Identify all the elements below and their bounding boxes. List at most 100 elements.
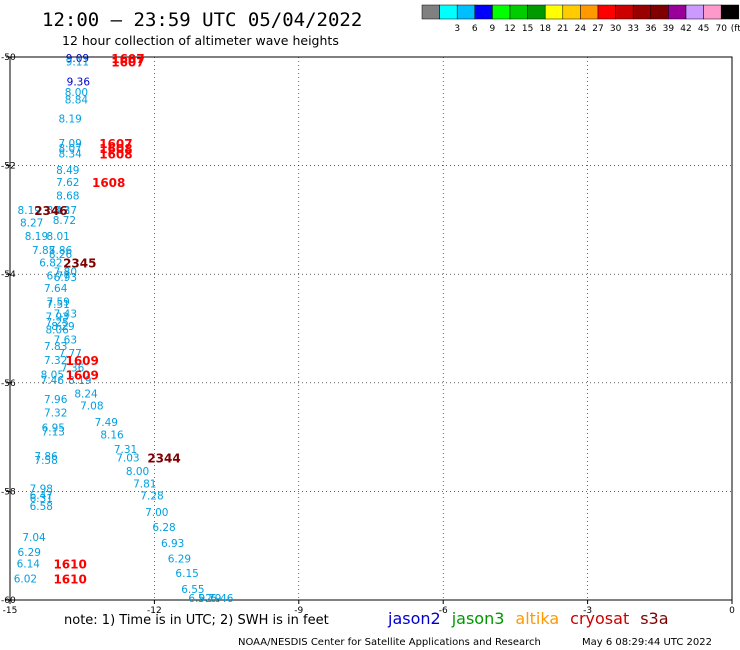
scale-label: 30 — [610, 24, 622, 34]
scale-swatch — [668, 4, 687, 20]
swh-point-label: 7.04 — [22, 532, 46, 544]
swh-point-label: 9.09 — [66, 53, 89, 65]
time-label: 1608 — [99, 148, 132, 162]
x-tick-label: -12 — [147, 606, 162, 616]
time-label: 1608 — [99, 142, 132, 156]
swh-point-label: 7.93 — [45, 312, 68, 324]
time-label: 1608 — [92, 176, 125, 190]
scale-swatch — [421, 4, 440, 20]
time-label: 1609 — [65, 369, 98, 383]
swh-point-label: 8.19 — [25, 231, 48, 243]
chart-title: 12:00 – 23:59 UTC 05/04/2022 — [42, 9, 362, 31]
swh-point-label: 6.15 — [175, 568, 198, 580]
swh-point-label: 6.47 — [30, 490, 53, 502]
swh-point-label: 8.19 — [58, 113, 81, 125]
swh-point-label: 7.81 — [133, 478, 156, 490]
time-label: 1610 — [53, 572, 86, 586]
swh-point-label: 7.00 — [145, 507, 168, 519]
swh-point-label: 8.07 — [58, 143, 81, 155]
scale-label: 45 — [698, 24, 709, 34]
scale-swatch — [474, 4, 493, 20]
time-label: 1610 — [53, 558, 86, 572]
mission-label: cryosat — [570, 609, 629, 628]
swh-point-label: 6.46 — [210, 593, 234, 605]
x-tick-label: -15 — [3, 606, 18, 616]
scale-label: 18 — [539, 24, 551, 34]
swh-point-label: 8.00 — [65, 87, 88, 99]
x-tick-label: -3 — [583, 606, 592, 616]
scale-label: 42 — [680, 24, 691, 34]
y-tick-label: -52 — [1, 162, 16, 172]
scale-label: 70 — [715, 24, 727, 34]
scale-swatch — [703, 4, 722, 20]
scale-label: 24 — [575, 24, 587, 34]
swh-points: 9.099.119.368.008.848.197.098.078.348.49… — [14, 53, 234, 605]
scale-label: 36 — [645, 24, 657, 34]
x-tick-label: -6 — [439, 606, 448, 616]
swh-point-label: 8.05 — [41, 370, 64, 382]
scale-swatch — [492, 4, 511, 20]
scale-swatch — [720, 4, 740, 20]
chart-subtitle: 12 hour collection of altimeter wave hei… — [62, 33, 339, 48]
scale-swatch — [580, 4, 599, 20]
swh-point-label: 9.36 — [67, 76, 91, 88]
scale-swatch — [650, 4, 669, 20]
swh-point-label: 6.92 — [188, 593, 211, 605]
swh-point-label: 7.03 — [116, 453, 139, 465]
swh-point-label: 7.80 — [54, 266, 77, 278]
scale-label: 27 — [592, 24, 603, 34]
mission-label: jason3 — [451, 609, 505, 628]
x-tick-label: 0 — [729, 606, 735, 616]
swh-point-label: 7.09 — [58, 138, 81, 150]
scale-swatch — [615, 4, 634, 20]
swh-point-label: 7.83 — [44, 341, 67, 353]
swh-point-label: 8.26 — [49, 249, 73, 261]
scale-swatch — [562, 4, 581, 20]
swh-point-label: 6.77 — [46, 270, 69, 282]
swh-point-label: 7.51 — [46, 299, 69, 311]
plot-frame — [9, 56, 733, 601]
swh-point-label: 7.63 — [54, 334, 77, 346]
scale-label: 12 — [504, 24, 515, 34]
x-tick-label: -9 — [294, 606, 303, 616]
swh-point-label: 6.58 — [30, 501, 53, 513]
swh-point-label: 6.29 — [168, 554, 191, 566]
swh-point-label: 7.31 — [114, 444, 137, 456]
time-label: 1607 — [111, 52, 144, 66]
swh-point-label: 5.79 — [198, 593, 221, 605]
swh-point-label: 8.34 — [58, 149, 82, 161]
scale-label: 39 — [663, 24, 675, 34]
time-label: 2346 — [34, 204, 67, 218]
scale-swatch — [685, 4, 704, 20]
mission-label: altika — [515, 609, 559, 628]
mission-label: jason2 — [387, 609, 441, 628]
swh-point-label: 8.12 — [46, 205, 69, 217]
swh-point-label: 6.31 — [30, 493, 53, 505]
swh-point-label: 6.93 — [54, 272, 77, 284]
swh-point-label: 8.24 — [74, 389, 98, 401]
swh-point-label: 9.11 — [66, 56, 89, 68]
grid-lines — [10, 57, 732, 600]
swh-point-label: 8.29 — [51, 321, 74, 333]
mission-legend: jason2 jason3 altika cryosat s3a — [387, 609, 669, 628]
scale-swatch — [527, 4, 546, 20]
swh-point-label: 7.43 — [54, 308, 77, 320]
swh-point-label: 7.77 — [58, 348, 81, 360]
swh-point-label: 7.08 — [80, 401, 103, 413]
time-label: 1609 — [65, 354, 98, 368]
swh-point-label: 7.59 — [46, 296, 69, 308]
swh-point-label: 8.19 — [68, 375, 91, 387]
swh-point-label: 7.86 — [49, 245, 73, 257]
swh-point-label: 6.95 — [42, 422, 65, 434]
swh-point-label: 8.27 — [20, 218, 43, 230]
y-tick-label: -58 — [1, 487, 16, 497]
swh-point-label: 8.37 — [54, 205, 77, 217]
x-axis-ticks: -15 -12 -9 -6 -3 0 — [3, 600, 735, 616]
time-label: 1607 — [111, 55, 144, 69]
time-label: 1607 — [99, 137, 132, 151]
scale-swatch — [456, 4, 476, 20]
swh-point-label: 7.36 — [61, 363, 85, 375]
swh-point-label: 6.93 — [161, 538, 184, 550]
